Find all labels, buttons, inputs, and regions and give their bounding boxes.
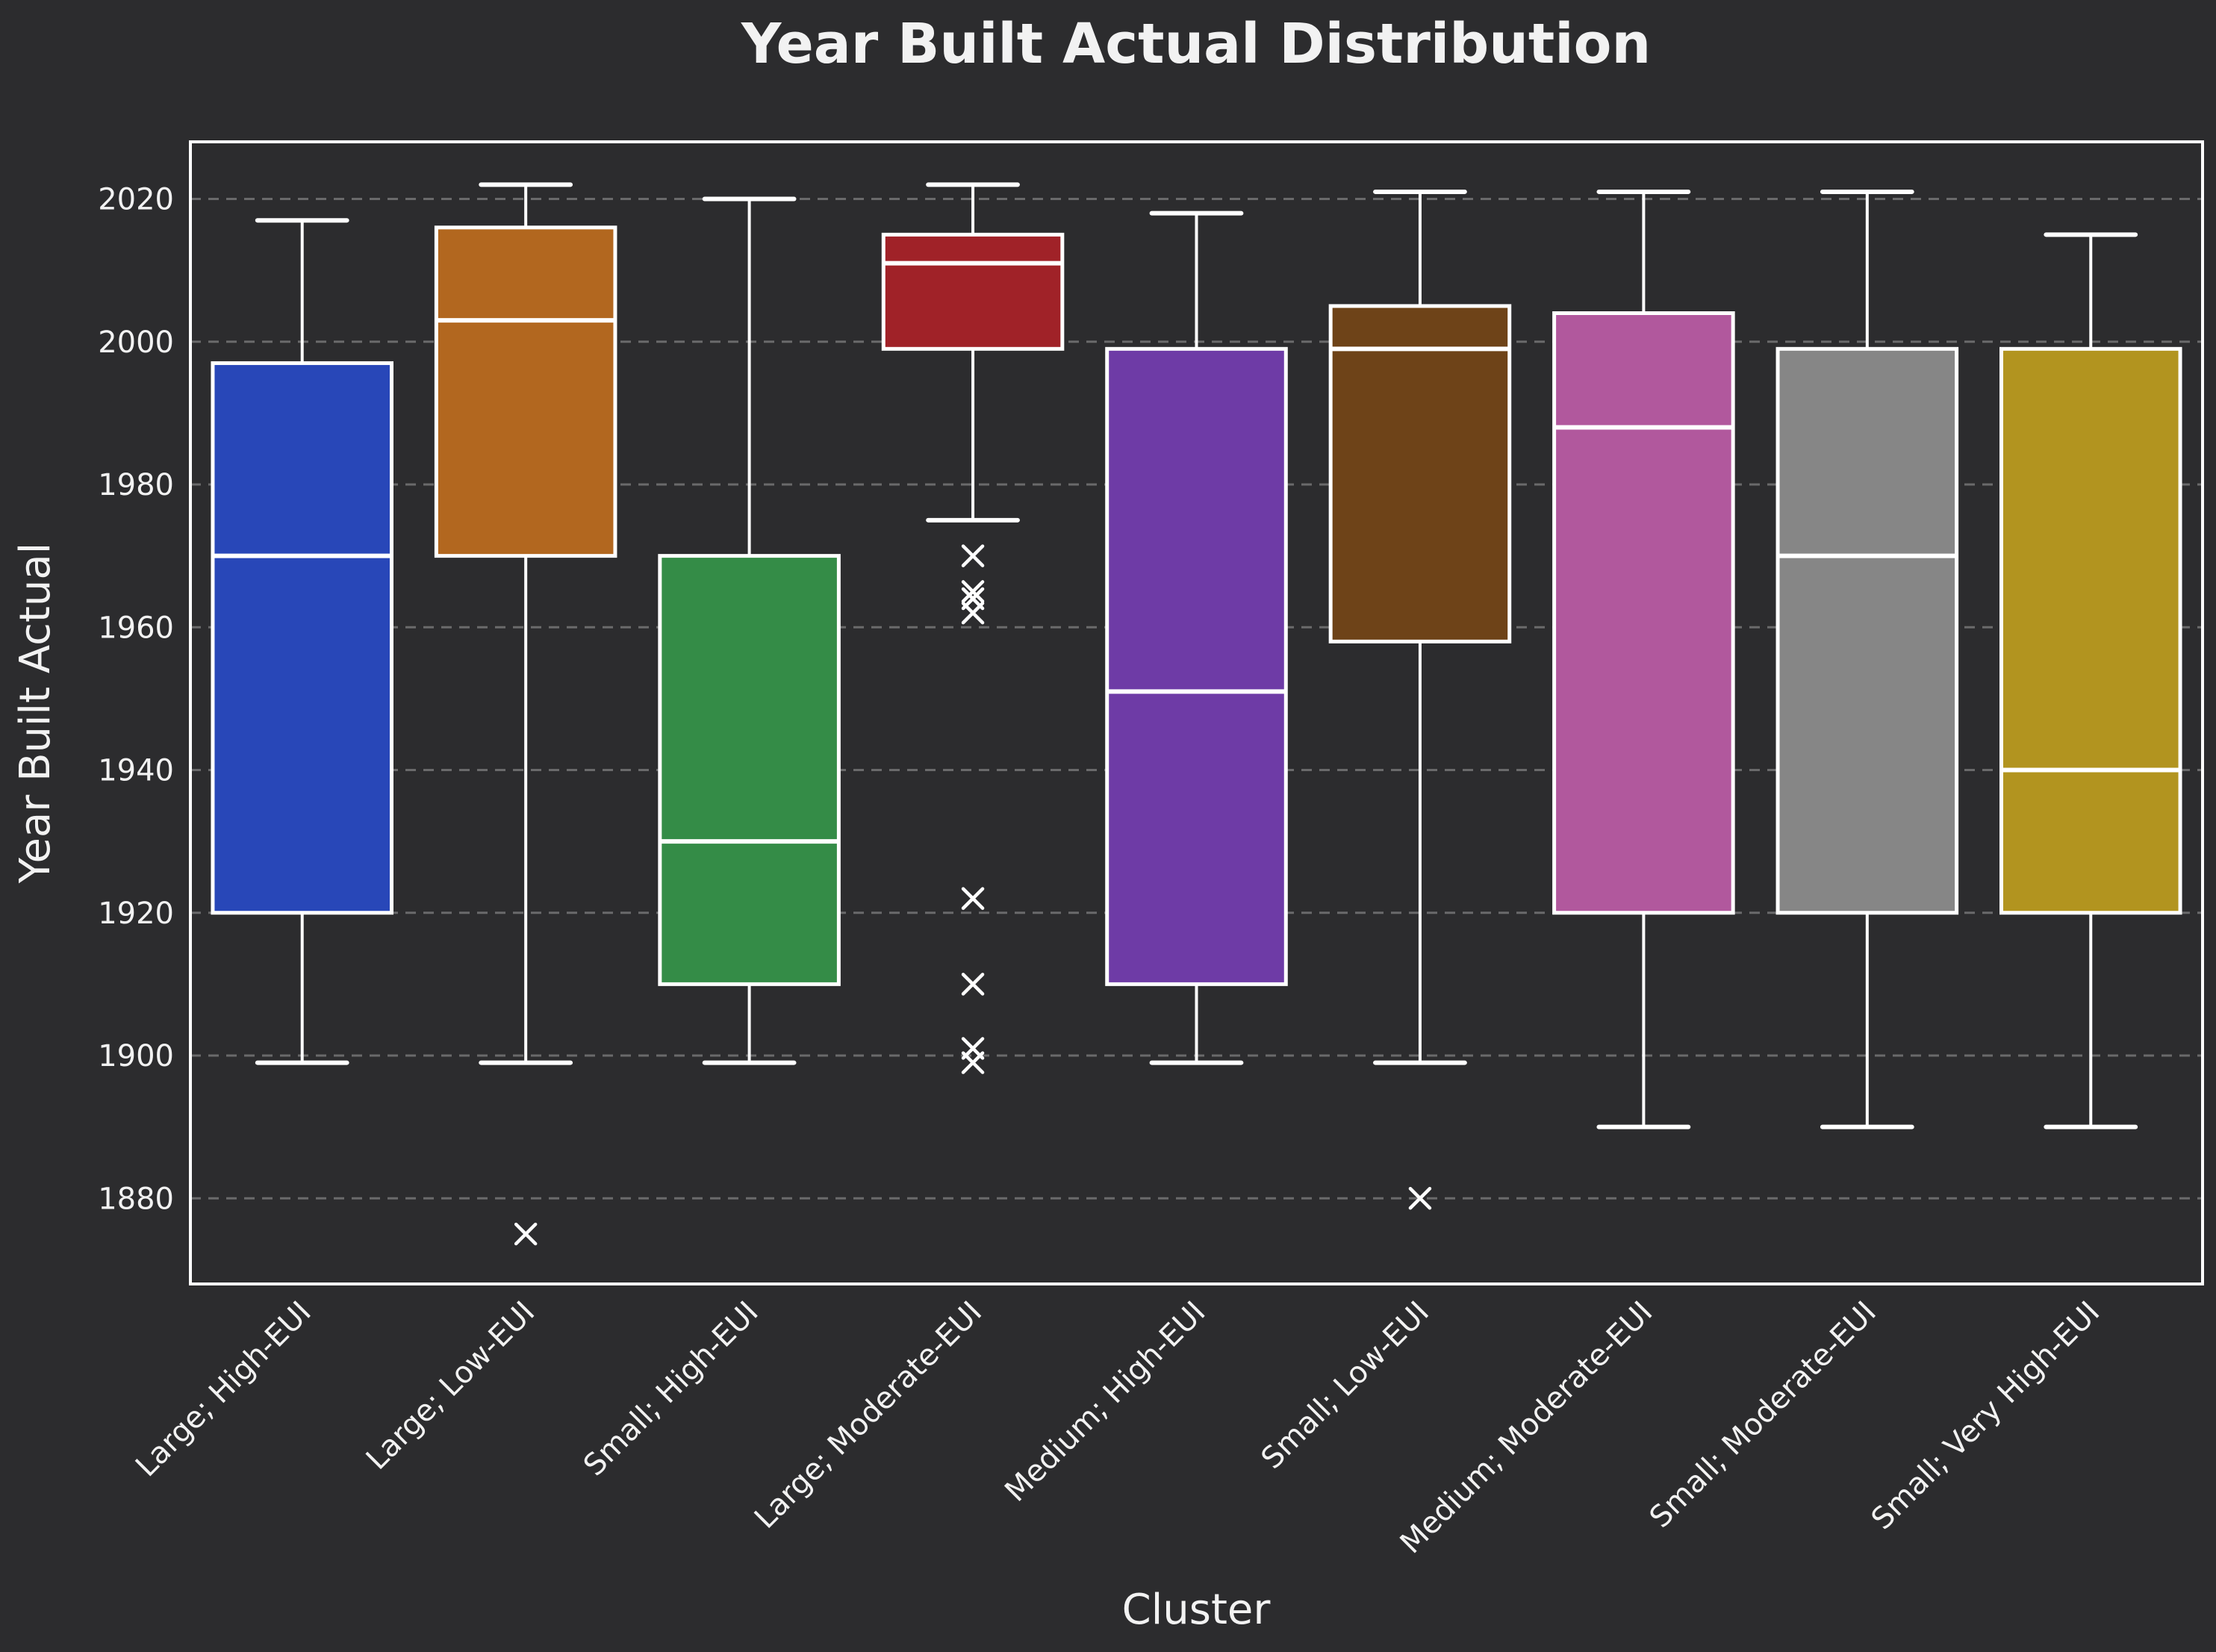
box-rect	[211, 361, 394, 915]
outlier-x	[961, 973, 985, 996]
box-group-small-high-eui	[658, 196, 841, 1065]
y-tick-label-1900: 1900	[98, 1039, 174, 1073]
box-group-large-low-eui	[434, 182, 617, 1246]
y-tick-label-1980: 1980	[98, 468, 174, 502]
y-tick-label-2020: 2020	[98, 183, 174, 217]
outlier-x	[1408, 1187, 1432, 1210]
box-rect	[1552, 311, 1735, 915]
y-tick-label-1920: 1920	[98, 897, 174, 931]
outlier-x	[514, 1222, 538, 1246]
box-group-large-high-eui	[211, 218, 394, 1065]
box-group-medium-high-eui	[1105, 211, 1288, 1065]
box-rect	[1999, 346, 2182, 915]
box-group-small-very-high-eui	[1999, 232, 2182, 1129]
box-group-small-low-eui	[1328, 189, 1512, 1210]
y-tick-label-1960: 1960	[98, 611, 174, 645]
y-tick-label-2000: 2000	[98, 325, 174, 360]
y-tick-label-1880: 1880	[98, 1182, 174, 1216]
chart-title: Year Built Actual Distribution	[741, 12, 1651, 76]
outlier-x	[961, 1051, 985, 1074]
y-axis-label: Year Built Actual	[11, 543, 60, 885]
box-rect	[1775, 346, 1959, 915]
box-rect	[658, 554, 841, 986]
x-axis-label: Cluster	[1122, 1586, 1272, 1634]
outlier-x	[961, 887, 985, 910]
plot-border	[189, 140, 2204, 1285]
box-group-large-moderate-eui	[881, 182, 1065, 1074]
outlier-x	[961, 580, 985, 603]
box-group-small-moderate-eui	[1775, 189, 1959, 1129]
outlier-x	[961, 601, 985, 625]
box-rect	[881, 232, 1065, 351]
y-tick-label-1940: 1940	[98, 754, 174, 788]
outlier-x	[961, 544, 985, 567]
box-rect	[434, 225, 617, 558]
box-rect	[1105, 346, 1288, 986]
box-rect	[1328, 304, 1512, 643]
box-group-medium-moderate-eui	[1552, 189, 1735, 1129]
